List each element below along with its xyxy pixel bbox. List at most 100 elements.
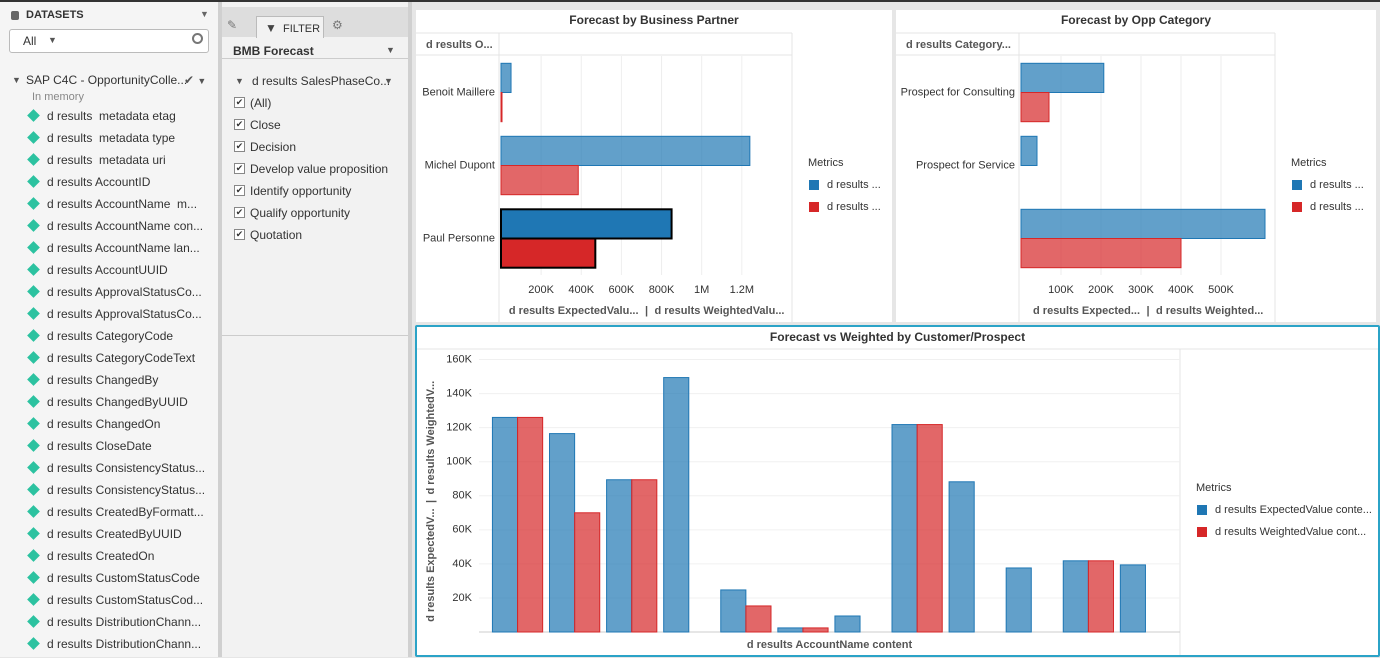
legend-swatch (1197, 527, 1207, 537)
bar[interactable] (777, 627, 804, 633)
field-name[interactable]: d results DistributionChann... (47, 637, 202, 651)
filter-option[interactable]: Decision (250, 140, 297, 154)
bar[interactable] (500, 135, 751, 167)
field-name[interactable]: d results CreatedByUUID (47, 527, 182, 541)
legend-label[interactable]: d results ... (1310, 179, 1364, 191)
field-name[interactable]: d results ConsistencyStatus... (47, 483, 206, 497)
field-name[interactable]: d results ApprovalStatusCo... (47, 307, 202, 321)
y-tick-label: 40K (452, 558, 472, 570)
legend-label[interactable]: d results ... (1310, 201, 1364, 213)
field-name[interactable]: d results CategoryCodeText (47, 351, 196, 365)
legend-label[interactable]: d results ... (827, 179, 881, 191)
y-tick-label: 120K (446, 422, 472, 434)
settings-tab[interactable]: ⚙ (332, 18, 343, 32)
field-name[interactable]: d results ChangedBy (47, 373, 159, 387)
field-name[interactable]: d results ChangedByUUID (47, 395, 188, 409)
field-icon (27, 615, 40, 628)
bar[interactable] (891, 424, 918, 633)
filter-option[interactable]: Qualify opportunity (250, 206, 351, 220)
bar[interactable] (745, 605, 772, 633)
field-name[interactable]: d results CustomStatusCode (47, 571, 200, 585)
x-tick-label: 500K (1208, 284, 1234, 296)
field-name[interactable]: d results CreatedOn (47, 549, 155, 563)
bar[interactable] (606, 479, 633, 633)
bar[interactable] (1020, 238, 1182, 269)
filter-option[interactable]: (All) (250, 96, 272, 110)
field-name[interactable]: d results metadata etag (47, 109, 176, 123)
field-name[interactable]: d results ChangedOn (47, 417, 161, 431)
field-name[interactable]: d results CloseDate (47, 439, 152, 453)
bar[interactable] (500, 62, 512, 93)
bar[interactable] (631, 479, 658, 633)
bar[interactable] (500, 92, 503, 123)
search-filter[interactable]: All (23, 34, 37, 48)
checkbox[interactable]: ✔ (234, 141, 245, 152)
caret[interactable]: ▼ (384, 76, 393, 86)
filter-option[interactable]: Develop value proposition (250, 162, 389, 176)
bar[interactable] (720, 589, 747, 633)
filter-option[interactable]: Close (250, 118, 281, 132)
chart-panel: Forecast by Business Partner d results O.… (416, 10, 892, 322)
filter-option[interactable]: Identify opportunity (250, 184, 352, 198)
bar[interactable] (802, 627, 829, 633)
field-name[interactable]: d results CreatedByFormatt... (47, 505, 204, 519)
bar[interactable] (1062, 560, 1089, 633)
bar[interactable] (663, 377, 690, 633)
filter-field[interactable]: d results SalesPhaseCo... (252, 74, 391, 88)
dataset-name[interactable]: SAP C4C - OpportunityColle... (26, 73, 188, 87)
bar[interactable] (1020, 62, 1105, 93)
caret[interactable]: ▼ (200, 9, 209, 19)
checkbox[interactable]: ✔ (234, 119, 245, 130)
expand-caret[interactable]: ▼ (12, 75, 21, 85)
checkbox[interactable]: ✔ (234, 229, 245, 240)
filter-option[interactable]: Quotation (250, 228, 303, 242)
field-name[interactable]: d results AccountName m... (47, 197, 198, 211)
expand-caret[interactable]: ▼ (235, 76, 244, 86)
field-name[interactable]: d results AccountID (47, 175, 151, 189)
checkbox[interactable]: ✔ (234, 97, 245, 108)
field-name[interactable]: d results metadata type (47, 131, 176, 145)
bar[interactable] (517, 416, 544, 633)
bar[interactable] (549, 433, 576, 633)
field-name[interactable]: d results ApprovalStatusCo... (47, 285, 202, 299)
y-axis-label: | (425, 500, 437, 503)
checkbox[interactable]: ✔ (234, 163, 245, 174)
legend-label[interactable]: d results ... (827, 201, 881, 213)
checkbox[interactable]: ✔ (234, 207, 245, 218)
checkbox[interactable]: ✔ (234, 185, 245, 196)
y-tick-label: 160K (446, 353, 472, 365)
bar[interactable] (834, 615, 861, 633)
field-name[interactable]: d results AccountName con... (47, 219, 204, 233)
bar[interactable] (1005, 567, 1032, 633)
bar[interactable] (1119, 564, 1146, 633)
field-name[interactable]: d results metadata uri (47, 153, 166, 167)
bar[interactable] (574, 512, 601, 633)
bar[interactable] (1087, 560, 1114, 633)
field-name[interactable]: d results DistributionChann... (47, 615, 202, 629)
caret[interactable]: ▼ (386, 45, 395, 55)
field-name[interactable]: d results ConsistencyStatus... (47, 461, 206, 475)
chart-title: Forecast vs Weighted by Customer/Prospec… (770, 330, 1025, 344)
search-icon[interactable] (192, 33, 203, 44)
bar[interactable] (948, 481, 975, 633)
field-name[interactable]: d results AccountName lan... (47, 241, 200, 255)
bar[interactable] (500, 208, 673, 240)
field-name[interactable]: d results CustomStatusCod... (47, 593, 204, 607)
bar[interactable] (916, 424, 943, 633)
search-box[interactable]: All ▼ (9, 29, 209, 53)
field-name[interactable]: d results AccountUUID (47, 263, 168, 277)
bar[interactable] (1020, 135, 1038, 167)
field-name[interactable]: d results CategoryCode (47, 329, 174, 343)
bar[interactable] (1020, 208, 1266, 240)
filter-tab[interactable]: ▼ FILTER (256, 16, 324, 38)
caret[interactable]: ▼ (48, 35, 57, 45)
field-icon (27, 109, 40, 122)
bar[interactable] (491, 416, 519, 633)
legend-label[interactable]: d results ExpectedValue conte... (1215, 504, 1372, 516)
legend-label[interactable]: d results WeightedValue cont... (1215, 526, 1366, 538)
bar[interactable] (1020, 92, 1050, 123)
filter-tab-label[interactable]: FILTER (283, 23, 321, 35)
edit-tab[interactable]: ✎ (227, 18, 238, 32)
bar[interactable] (500, 165, 579, 196)
bar[interactable] (500, 237, 597, 269)
